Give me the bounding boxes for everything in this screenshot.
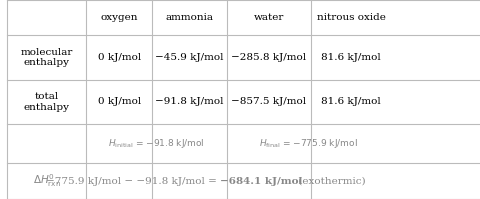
Text: $\Delta H^0_\mathrm{rxn}$: $\Delta H^0_\mathrm{rxn}$: [33, 173, 60, 189]
Text: ammonia: ammonia: [165, 13, 213, 22]
Text: 81.6 kJ/mol: 81.6 kJ/mol: [321, 98, 380, 106]
Text: 0 kJ/mol: 0 kJ/mol: [97, 53, 141, 62]
Text: oxygen: oxygen: [100, 13, 138, 22]
Text: −684.1 kJ/mol: −684.1 kJ/mol: [219, 177, 301, 186]
Text: −857.5 kJ/mol: −857.5 kJ/mol: [231, 98, 306, 106]
Text: −775.9 kJ/mol − −91.8 kJ/mol =: −775.9 kJ/mol − −91.8 kJ/mol =: [46, 177, 219, 186]
Text: −285.8 kJ/mol: −285.8 kJ/mol: [231, 53, 306, 62]
Text: −91.8 kJ/mol: −91.8 kJ/mol: [155, 98, 223, 106]
Text: $H_\mathrm{initial}$ = −91.8 kJ/mol: $H_\mathrm{initial}$ = −91.8 kJ/mol: [108, 137, 204, 150]
Text: total
enthalpy: total enthalpy: [24, 92, 70, 112]
Text: $H_\mathrm{final}$ = −775.9 kJ/mol: $H_\mathrm{final}$ = −775.9 kJ/mol: [259, 137, 358, 150]
Text: molecular
enthalpy: molecular enthalpy: [20, 48, 72, 67]
Text: (exothermic): (exothermic): [294, 177, 364, 186]
Text: nitrous oxide: nitrous oxide: [316, 13, 384, 22]
Text: 0 kJ/mol: 0 kJ/mol: [97, 98, 141, 106]
Text: −45.9 kJ/mol: −45.9 kJ/mol: [155, 53, 223, 62]
Text: water: water: [253, 13, 284, 22]
Text: 81.6 kJ/mol: 81.6 kJ/mol: [321, 53, 380, 62]
